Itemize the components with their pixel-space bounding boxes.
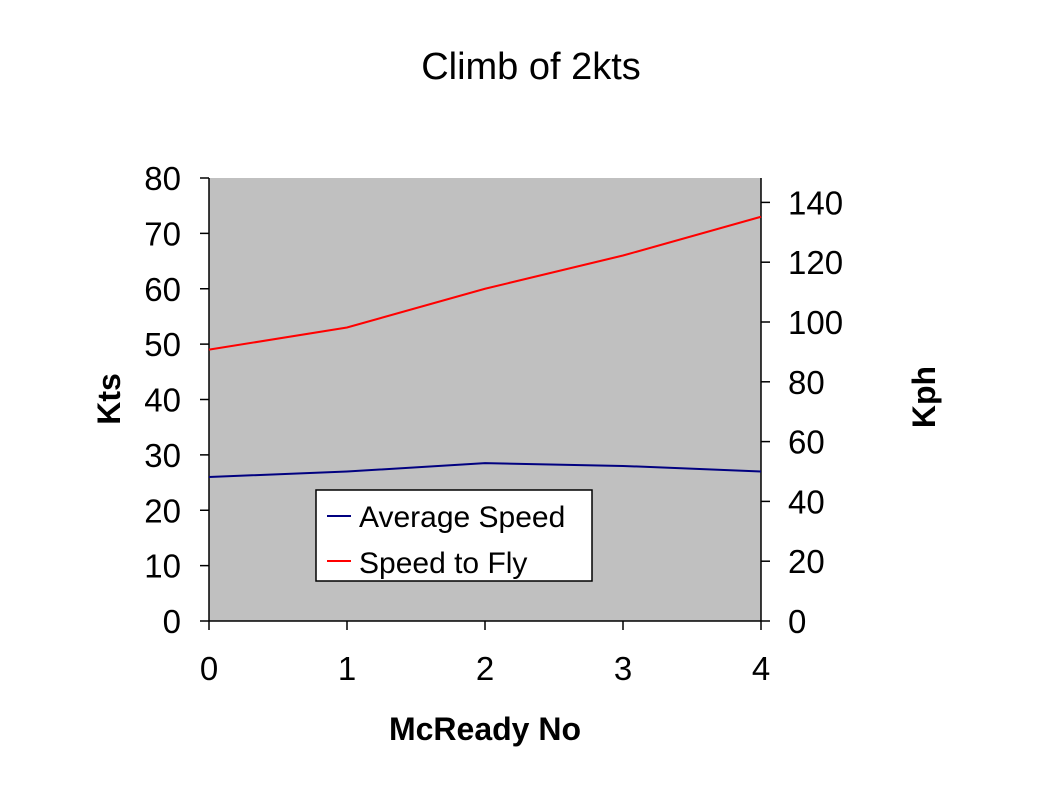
series-lines [208, 215, 762, 479]
left-y-axis: 0 10 20 30 40 50 60 70 80 [144, 160, 210, 640]
legend-label-speed-to-fly: Speed to Fly [359, 547, 527, 580]
x-tick-label: 0 [200, 650, 218, 687]
right-tick-label: 100 [788, 304, 843, 341]
legend-label-average-speed: Average Speed [359, 501, 565, 534]
series-line-average-speed [208, 462, 762, 479]
series-line-speed-to-fly [208, 215, 762, 351]
x-tick-label: 2 [476, 650, 494, 687]
left-tick-label: 80 [144, 160, 181, 197]
left-tick-label: 20 [144, 492, 181, 529]
left-tick-label: 70 [144, 215, 181, 252]
left-tick-label: 40 [144, 382, 181, 419]
chart-title: Climb of 2kts [421, 46, 641, 88]
y2-axis-title: Kph [906, 366, 942, 428]
right-tick-label: 140 [788, 184, 843, 221]
right-tick-label: 60 [788, 424, 825, 461]
left-tick-label: 50 [144, 326, 181, 363]
legend: Average Speed Speed to Fly [315, 489, 593, 582]
right-tick-label: 120 [788, 244, 843, 281]
x-axis-title: McReady No [389, 711, 581, 747]
y-axis-title: Kts [91, 373, 127, 425]
left-tick-label: 60 [144, 271, 181, 308]
x-tick-label: 4 [752, 650, 770, 687]
right-tick-label: 0 [788, 603, 806, 640]
right-tick-label: 20 [788, 543, 825, 580]
left-tick-label: 10 [144, 548, 181, 585]
x-tick-label: 3 [614, 650, 632, 687]
left-tick-label: 30 [144, 437, 181, 474]
right-y-axis: 0 20 40 60 80 100 120 140 [760, 178, 843, 640]
right-tick-label: 80 [788, 364, 825, 401]
x-axis: 0 1 2 3 4 [200, 620, 770, 687]
x-tick-label: 1 [338, 650, 356, 687]
left-tick-label: 0 [163, 603, 181, 640]
right-tick-label: 40 [788, 483, 825, 520]
legend-box [315, 489, 593, 582]
